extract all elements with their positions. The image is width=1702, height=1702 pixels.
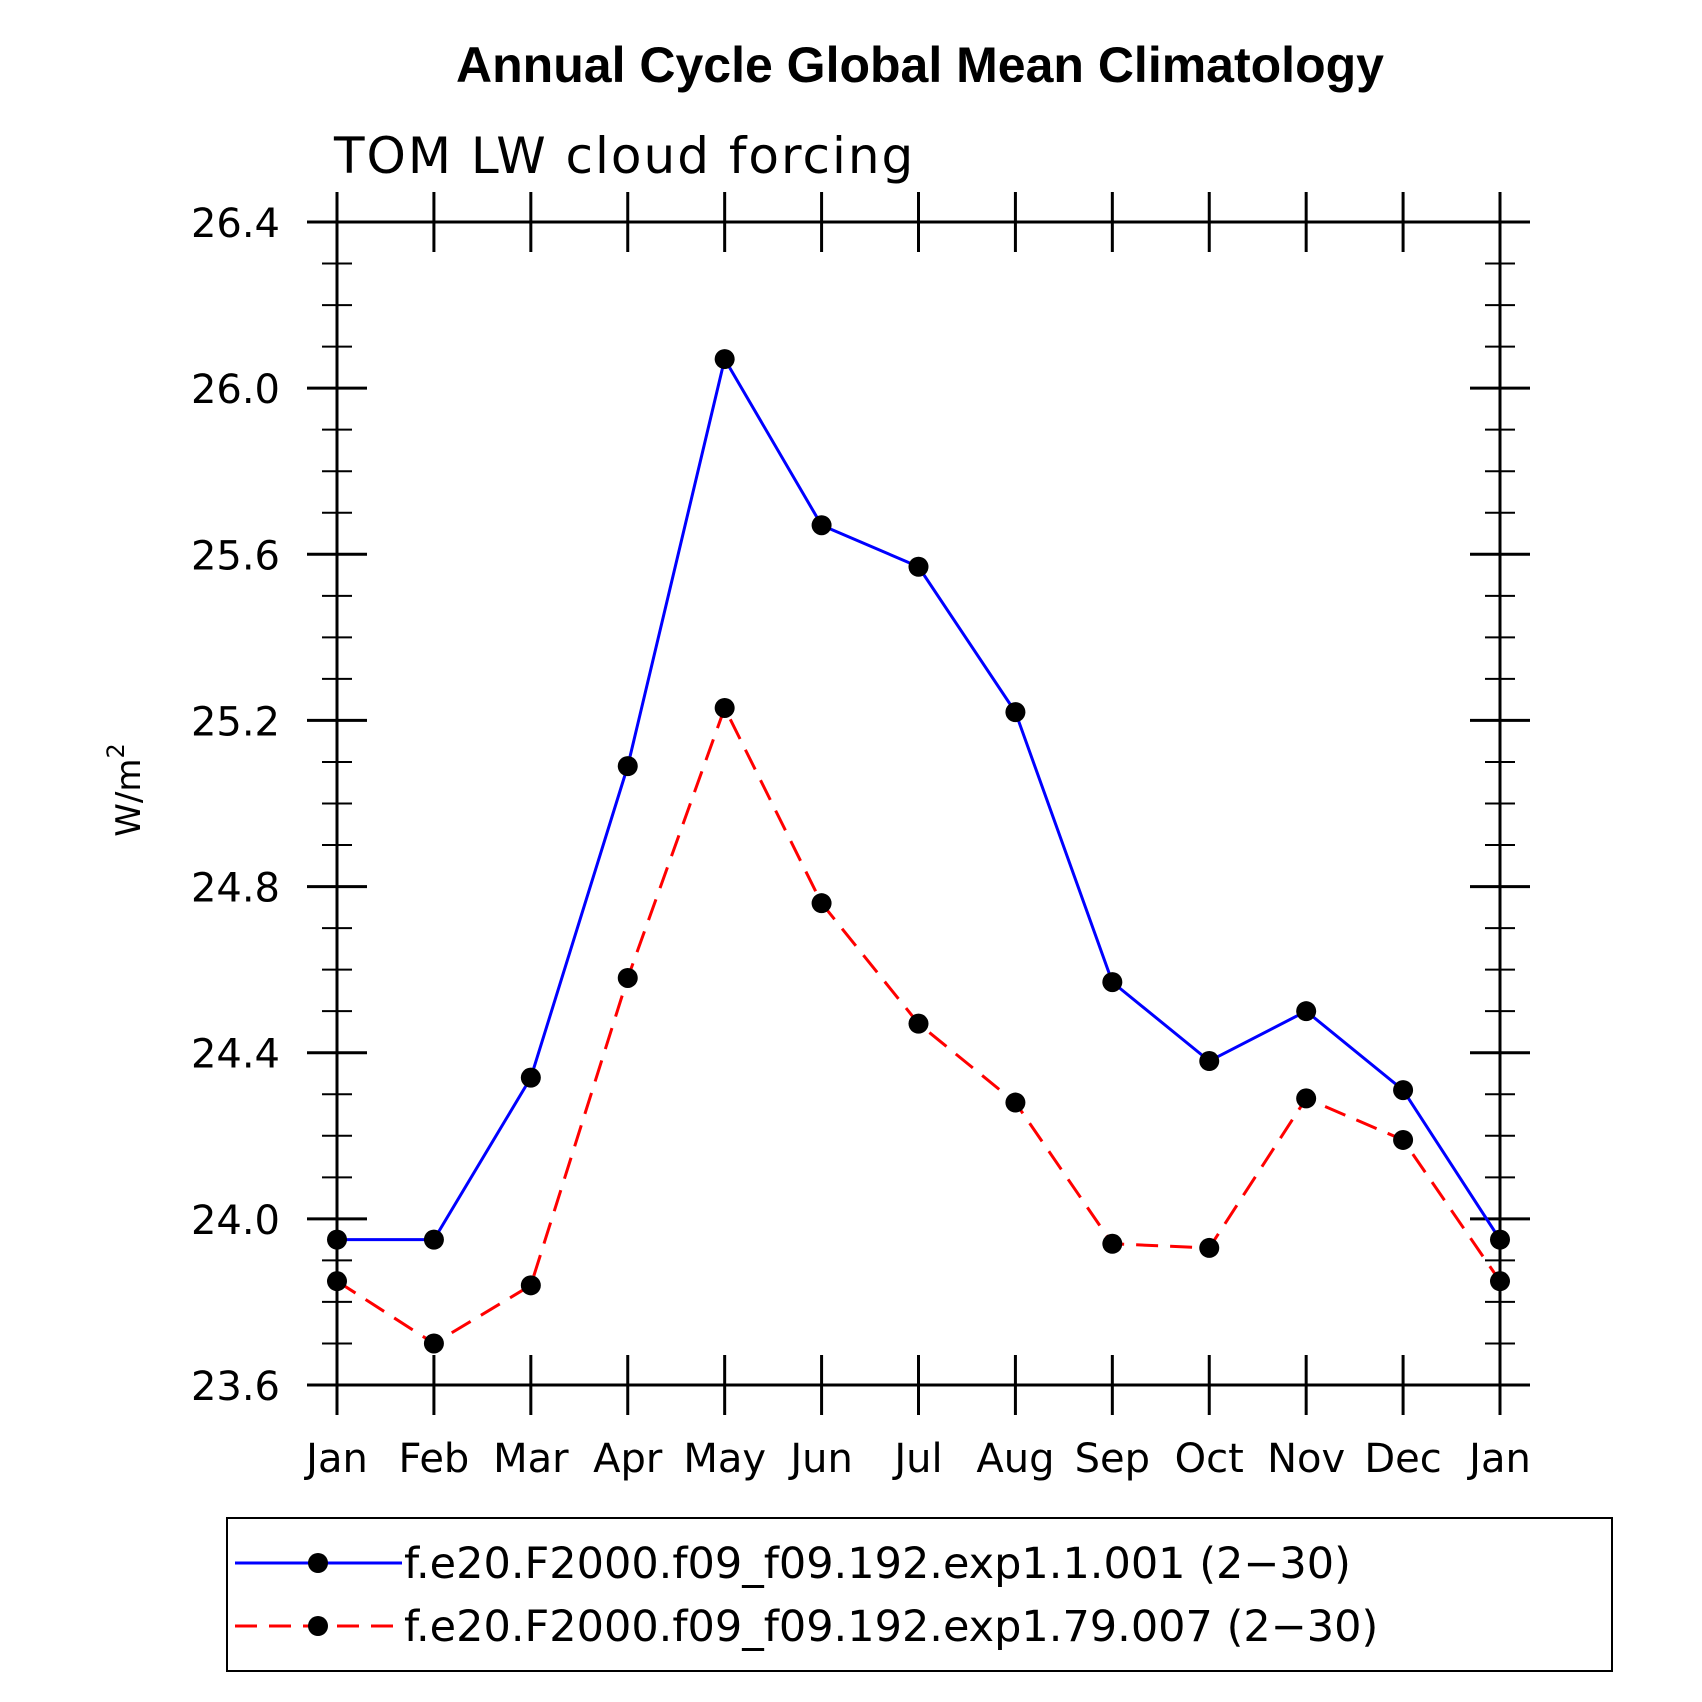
y-tick-label: 26.0 xyxy=(191,367,280,413)
y-tick-label: 25.2 xyxy=(191,699,280,745)
legend-marker-series-2 xyxy=(308,1616,328,1636)
x-tick-label: Apr xyxy=(593,1436,663,1482)
series-1-point xyxy=(520,1067,541,1088)
series-2-point xyxy=(327,1271,347,1292)
x-tick-label: Feb xyxy=(399,1436,470,1482)
series-1-point xyxy=(423,1229,444,1250)
series-2-point xyxy=(423,1333,444,1354)
y-tick-label: 23.6 xyxy=(191,1364,280,1410)
series-1-point xyxy=(811,515,832,536)
legend-box xyxy=(226,1517,1613,1672)
series-2-point xyxy=(1393,1129,1414,1150)
series-1-point xyxy=(1393,1080,1414,1101)
series-2-point xyxy=(811,893,832,914)
legend-label-series-1: f.e20.F2000.f09_f09.192.exp1.1.001 (2−30… xyxy=(404,1539,1351,1589)
y-axis-label-base: W/m xyxy=(109,759,149,837)
x-tick-label: May xyxy=(683,1436,766,1482)
series-layer xyxy=(327,349,1510,1354)
y-tick-label: 26.4 xyxy=(191,201,280,247)
legend: f.e20.F2000.f09_f09.192.exp1.1.001 (2−30… xyxy=(226,1517,1613,1672)
y-axis-label: W/m2 xyxy=(102,743,149,836)
y-tick-label: 24.8 xyxy=(191,866,280,912)
series-1-point xyxy=(714,349,735,370)
series-1-point xyxy=(1005,702,1026,723)
x-tick-label: Nov xyxy=(1267,1436,1345,1482)
series-1-point xyxy=(1296,1001,1317,1022)
series-2-point xyxy=(520,1275,541,1296)
y-tick-label: 24.4 xyxy=(191,1032,280,1078)
x-tick-label: Jan xyxy=(303,1436,368,1482)
x-tick-label: Jul xyxy=(891,1436,942,1482)
x-tick-label: Sep xyxy=(1075,1436,1150,1482)
chart-title: Annual Cycle Global Mean Climatology xyxy=(456,37,1384,93)
series-2-point xyxy=(1199,1237,1220,1258)
x-tick-label: Dec xyxy=(1364,1436,1441,1482)
plot-axes: Jan Feb Mar Apr May Jun Jul Aug Sep Oct Nov Dec Jan 2… xyxy=(191,192,1531,1482)
plot-frame xyxy=(335,220,1502,1387)
legend-label-series-2: f.e20.F2000.f09_f09.192.exp1.79.007 (2−3… xyxy=(404,1602,1378,1652)
legend-marker-series-1 xyxy=(308,1553,328,1573)
series-2-point xyxy=(1102,1233,1123,1254)
series-2-point xyxy=(1490,1271,1510,1292)
x-tick-label: Mar xyxy=(493,1436,569,1482)
y-axis-label-exponent: 2 xyxy=(102,743,130,758)
series-1-point xyxy=(908,556,929,577)
x-tick-label: Jun xyxy=(787,1436,853,1482)
series-1-point xyxy=(1490,1229,1510,1250)
series-1-point xyxy=(617,756,638,777)
series-1-point xyxy=(327,1229,347,1250)
series-2-point xyxy=(617,967,638,988)
y-tick-label: 24.0 xyxy=(191,1198,280,1244)
x-tick-label: Aug xyxy=(976,1436,1054,1482)
series-2-point xyxy=(1005,1092,1026,1113)
chart-subtitle: TOM LW cloud forcing xyxy=(333,127,915,185)
x-tick-label: Oct xyxy=(1175,1436,1244,1482)
series-1-point xyxy=(1199,1051,1220,1072)
series-1-point xyxy=(1102,972,1123,993)
series-2-point xyxy=(908,1013,929,1034)
series-2-point xyxy=(1296,1088,1317,1109)
series-2-point xyxy=(714,697,735,718)
x-tick-label: Jan xyxy=(1466,1436,1531,1482)
y-tick-label: 25.6 xyxy=(191,533,280,579)
